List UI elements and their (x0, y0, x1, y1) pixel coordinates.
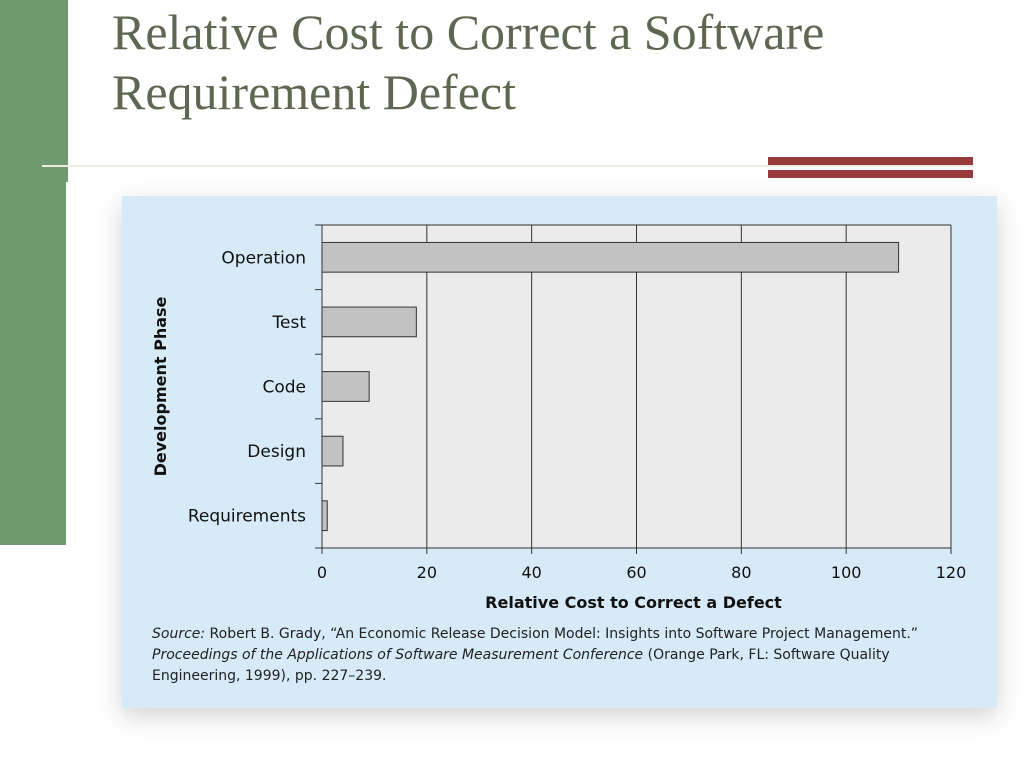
source-text-1: Robert B. Grady, “An Economic Release De… (205, 626, 919, 642)
y-tick-label: Design (247, 442, 306, 462)
y-tick-label: Operation (221, 248, 306, 268)
source-citation: Source: Robert B. Grady, “An Economic Re… (152, 624, 982, 687)
slide-title: Relative Cost to Correct a Software Requ… (112, 2, 992, 122)
title-divider (42, 165, 974, 167)
y-axis-title: Development Phase (151, 296, 170, 476)
source-text-2: (Orange Park, FL: Software Quality Engin… (152, 647, 890, 684)
x-tick-label: 100 (831, 563, 862, 582)
accent-stripe-top (768, 157, 973, 165)
y-tick-label: Requirements (188, 507, 306, 527)
x-tick-label: 40 (521, 563, 541, 582)
y-tick-label: Test (272, 313, 307, 333)
bar-code (321, 371, 370, 402)
x-tick-label: 80 (731, 563, 751, 582)
figure-panel: 0 20 40 60 80 100 120 Operation Test Code Design Re… (122, 196, 997, 708)
source-label: Source: (152, 626, 206, 642)
slide-title-line-1: Relative Cost to Correct a Software (112, 4, 825, 60)
sidebar-decoration-lower (0, 0, 66, 545)
slide-title-line-2: Requirement Defect (112, 64, 516, 120)
y-tick-label: Code (262, 378, 306, 398)
bar-design (321, 435, 344, 467)
bar-chart: 0 20 40 60 80 100 120 Operation Test Code Design Re… (151, 224, 967, 612)
bar-requirements (321, 500, 328, 532)
x-tick-label: 20 (417, 563, 437, 582)
x-tick-label: 60 (626, 563, 646, 582)
accent-stripe-bottom (768, 170, 973, 178)
x-tick-label: 0 (317, 563, 327, 582)
bar-operation (321, 241, 900, 273)
bar-test (321, 306, 417, 338)
x-axis-title: Relative Cost to Correct a Defect (485, 593, 782, 612)
source-journal: Proceedings of the Applications of Softw… (152, 647, 644, 663)
x-tick-label: 120 (936, 563, 967, 582)
